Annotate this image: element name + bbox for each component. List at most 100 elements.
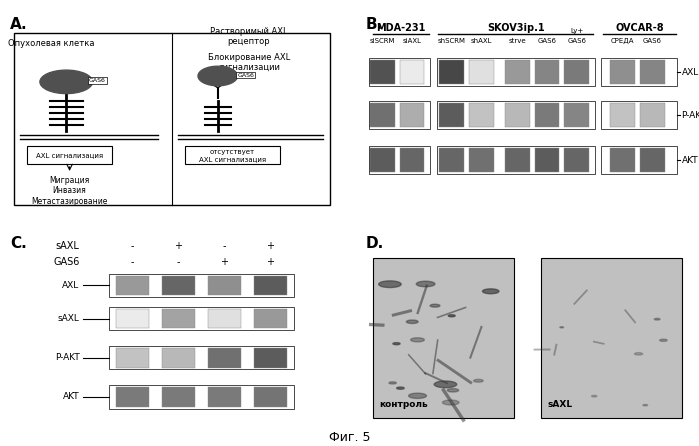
FancyBboxPatch shape	[610, 60, 635, 84]
Ellipse shape	[474, 380, 483, 382]
Text: GAS6: GAS6	[568, 38, 586, 44]
Text: AXL: AXL	[682, 68, 699, 77]
FancyBboxPatch shape	[535, 149, 559, 172]
Ellipse shape	[379, 281, 401, 288]
Text: AKT: AKT	[63, 392, 80, 401]
FancyBboxPatch shape	[400, 60, 424, 84]
Text: GAS6: GAS6	[53, 257, 80, 267]
FancyBboxPatch shape	[254, 276, 287, 295]
Text: MDA-231: MDA-231	[376, 23, 425, 33]
Ellipse shape	[430, 304, 440, 307]
FancyBboxPatch shape	[640, 149, 665, 172]
Text: siAXL: siAXL	[403, 38, 421, 44]
FancyBboxPatch shape	[254, 348, 287, 368]
Text: -: -	[131, 241, 134, 251]
Text: SKOV3ip.1: SKOV3ip.1	[487, 23, 545, 33]
Text: OVCAR-8: OVCAR-8	[615, 23, 663, 33]
FancyBboxPatch shape	[439, 103, 464, 127]
Text: A.: A.	[10, 17, 28, 32]
Text: -: -	[131, 257, 134, 267]
Text: P-AKT: P-AKT	[682, 111, 699, 120]
FancyBboxPatch shape	[115, 348, 149, 368]
FancyBboxPatch shape	[208, 348, 241, 368]
FancyBboxPatch shape	[610, 149, 635, 172]
Text: Блокирование AXL
сигнализации: Блокирование AXL сигнализации	[208, 53, 290, 72]
Ellipse shape	[198, 66, 238, 86]
Text: sAXL: sAXL	[55, 241, 80, 251]
Text: AXL: AXL	[62, 281, 80, 290]
Ellipse shape	[409, 393, 426, 398]
FancyBboxPatch shape	[208, 309, 241, 328]
Text: +: +	[174, 241, 182, 251]
Text: +: +	[220, 257, 229, 267]
Text: GAS6: GAS6	[238, 73, 254, 78]
FancyBboxPatch shape	[610, 103, 635, 127]
Text: Опухолевая клетка: Опухолевая клетка	[8, 39, 94, 48]
Text: GAS6: GAS6	[643, 38, 662, 44]
Ellipse shape	[660, 339, 667, 341]
Ellipse shape	[635, 353, 643, 355]
FancyBboxPatch shape	[540, 258, 682, 418]
Ellipse shape	[654, 318, 660, 320]
FancyBboxPatch shape	[370, 149, 395, 172]
FancyBboxPatch shape	[161, 387, 195, 407]
Text: отсутствует
AXL сигнализация: отсутствует AXL сигнализация	[199, 149, 266, 162]
Ellipse shape	[434, 381, 456, 388]
FancyBboxPatch shape	[505, 103, 530, 127]
FancyBboxPatch shape	[535, 103, 559, 127]
FancyBboxPatch shape	[439, 60, 464, 84]
Text: -: -	[176, 257, 180, 267]
Ellipse shape	[560, 327, 563, 328]
FancyBboxPatch shape	[161, 348, 195, 368]
Text: Миграция
Инвазия
Метастазирование: Миграция Инвазия Метастазирование	[31, 176, 108, 206]
Text: Растворимый AXL
рецептор: Растворимый AXL рецептор	[210, 27, 288, 46]
FancyBboxPatch shape	[370, 103, 395, 127]
Text: -: -	[222, 241, 226, 251]
FancyBboxPatch shape	[400, 149, 424, 172]
FancyBboxPatch shape	[13, 33, 330, 205]
FancyBboxPatch shape	[254, 387, 287, 407]
Text: sAXL: sAXL	[57, 314, 80, 323]
Text: Ly+: Ly+	[570, 28, 584, 34]
Ellipse shape	[40, 70, 92, 94]
Text: AXL сигнализация: AXL сигнализация	[36, 152, 103, 158]
Text: siSCRM: siSCRM	[370, 38, 395, 44]
Text: AKT: AKT	[682, 156, 698, 165]
Text: sAXL: sAXL	[547, 400, 572, 409]
FancyBboxPatch shape	[640, 60, 665, 84]
FancyBboxPatch shape	[27, 146, 113, 164]
Text: C.: C.	[10, 236, 27, 252]
Text: shAXL: shAXL	[470, 38, 492, 44]
FancyBboxPatch shape	[469, 103, 493, 127]
Ellipse shape	[410, 338, 424, 342]
Ellipse shape	[447, 388, 459, 392]
FancyBboxPatch shape	[469, 149, 493, 172]
Text: Фиг. 5: Фиг. 5	[329, 431, 370, 444]
FancyBboxPatch shape	[208, 276, 241, 295]
FancyBboxPatch shape	[505, 60, 530, 84]
Text: B.: B.	[366, 17, 383, 32]
FancyBboxPatch shape	[535, 60, 559, 84]
Ellipse shape	[389, 382, 396, 384]
FancyBboxPatch shape	[564, 103, 589, 127]
FancyBboxPatch shape	[640, 103, 665, 127]
FancyBboxPatch shape	[115, 276, 149, 295]
FancyBboxPatch shape	[254, 309, 287, 328]
Ellipse shape	[448, 315, 455, 317]
Text: GAS6: GAS6	[538, 38, 556, 44]
Ellipse shape	[406, 320, 418, 323]
Ellipse shape	[442, 400, 459, 405]
FancyBboxPatch shape	[469, 60, 493, 84]
Text: GAS6: GAS6	[89, 78, 106, 83]
Ellipse shape	[591, 395, 597, 397]
FancyBboxPatch shape	[115, 309, 149, 328]
Text: D.: D.	[366, 236, 384, 252]
FancyBboxPatch shape	[115, 387, 149, 407]
Ellipse shape	[482, 289, 499, 294]
Ellipse shape	[393, 343, 400, 345]
FancyBboxPatch shape	[373, 258, 514, 418]
Text: +: +	[266, 257, 275, 267]
FancyBboxPatch shape	[370, 60, 395, 84]
FancyBboxPatch shape	[505, 149, 530, 172]
Text: контроль: контроль	[379, 400, 428, 409]
